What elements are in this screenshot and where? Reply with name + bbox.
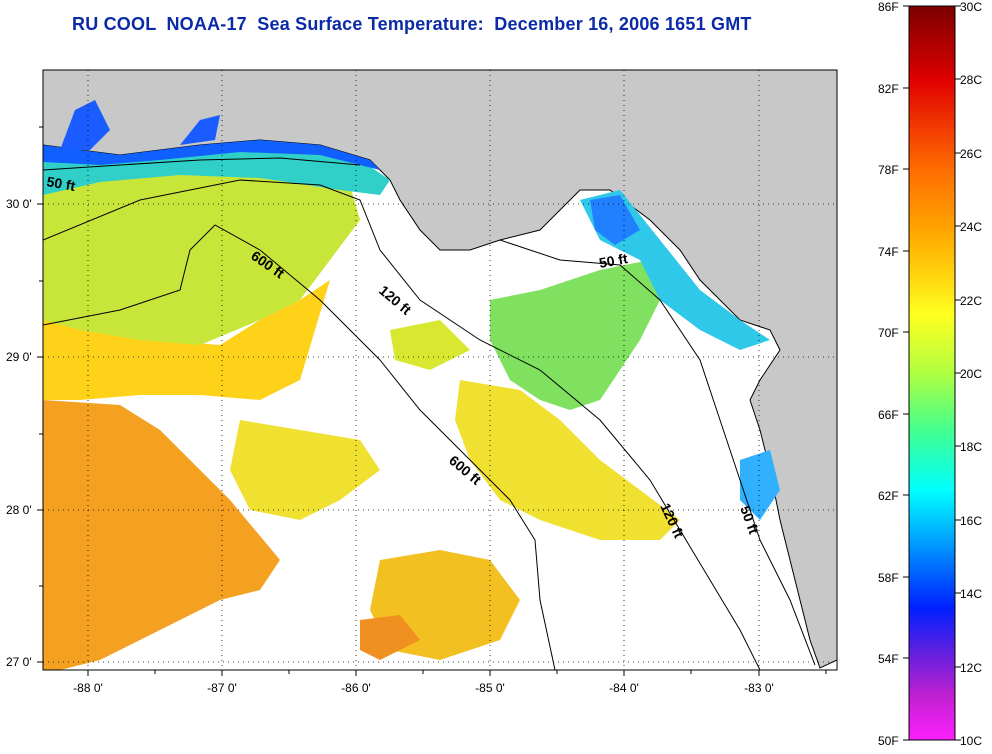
lat-label: 27 0' bbox=[6, 655, 32, 669]
colorbar-f-label: 74F bbox=[878, 245, 899, 259]
colorbar-f-label: 86F bbox=[878, 0, 899, 14]
colorbar-c-label: 20C bbox=[960, 367, 982, 381]
lon-label: -88 0' bbox=[73, 681, 103, 695]
colorbar-c-label: 30C bbox=[960, 0, 982, 14]
map-plot bbox=[43, 70, 837, 670]
lon-label: -83 0' bbox=[744, 681, 774, 695]
colorbar-f-label: 54F bbox=[878, 652, 899, 666]
colorbar-c-label: 28C bbox=[960, 73, 982, 87]
colorbar-c-label: 18C bbox=[960, 440, 982, 454]
lat-label: 29 0' bbox=[6, 350, 32, 364]
lon-label: -84 0' bbox=[609, 681, 639, 695]
lat-label: 30 0' bbox=[6, 197, 32, 211]
colorbar-c-label: 16C bbox=[960, 514, 982, 528]
lon-label: -87 0' bbox=[207, 681, 237, 695]
colorbar-f-label: 70F bbox=[878, 326, 899, 340]
colorbar-f-label: 50F bbox=[878, 734, 899, 748]
colorbar-c-label: 10C bbox=[960, 734, 982, 748]
colorbar-c-label: 22C bbox=[960, 294, 982, 308]
contour-label: 50 ft bbox=[598, 250, 629, 271]
contour-120ft-west bbox=[43, 179, 761, 670]
colorbar-f-label: 62F bbox=[878, 489, 899, 503]
colorbar-f-label: 58F bbox=[878, 571, 899, 585]
colorbar-f-label: 78F bbox=[878, 163, 899, 177]
colorbar-c-label: 12C bbox=[960, 661, 982, 675]
colorbar-c-label: 14C bbox=[960, 587, 982, 601]
colorbar-f-label: 82F bbox=[878, 82, 899, 96]
lat-label: 28 0' bbox=[6, 503, 32, 517]
map-grid bbox=[43, 70, 837, 670]
colorbar: 86F 82F 78F 74F 70F 66F 62F 58F 54F 50F … bbox=[878, 0, 982, 748]
colorbar-c-label: 24C bbox=[960, 220, 982, 234]
contour-600ft bbox=[43, 224, 556, 670]
contour-120ft-east bbox=[499, 239, 816, 666]
contour-50ft-west bbox=[43, 157, 361, 171]
map-title: RU COOL NOAA-17 Sea Surface Temperature:… bbox=[72, 14, 752, 34]
lon-label: -86 0' bbox=[341, 681, 371, 695]
contour-label: 50 ft bbox=[45, 173, 76, 194]
lon-label: -85 0' bbox=[475, 681, 505, 695]
colorbar-c-label: 26C bbox=[960, 147, 982, 161]
colorbar-f-label: 66F bbox=[878, 408, 899, 422]
